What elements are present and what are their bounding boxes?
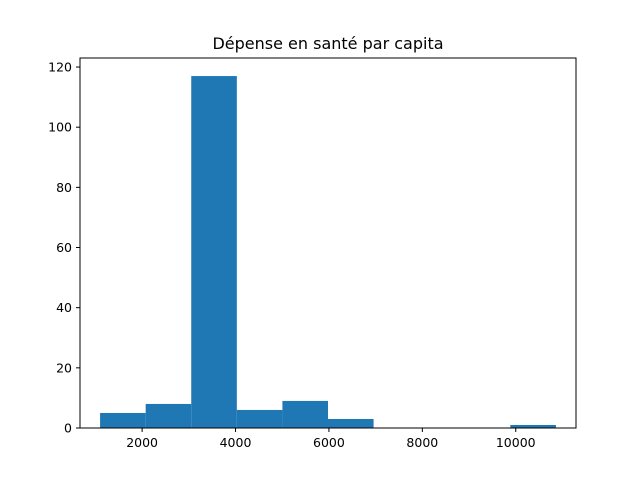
histogram-bar-3 [191,76,237,429]
y-tick-label: 0 [64,421,72,436]
y-axis: 0 20 40 60 80 100 120 [48,60,80,436]
histogram-bar-10 [510,424,556,428]
y-tick-label: 40 [56,300,72,315]
x-tick-label: 2000 [126,435,158,450]
y-tick-label: 120 [48,60,72,75]
histogram-bar-2 [145,403,192,428]
y-tick-label: 20 [56,360,72,375]
histogram-bar-5 [282,400,328,428]
x-axis: 2000 4000 6000 8000 10000 [126,428,536,450]
y-tick-label: 80 [56,180,72,195]
x-tick-label: 6000 [313,435,345,450]
histogram-bar-6 [328,418,374,428]
y-tick-label: 60 [56,240,72,255]
plot-frame [79,57,577,429]
y-tick-label: 100 [48,120,72,135]
chart-title: Dépense en santé par capita [212,34,443,53]
bars-group [100,76,556,429]
x-tick-label: 8000 [406,435,438,450]
x-tick-label: 4000 [220,435,252,450]
histogram-bar-4 [236,409,283,428]
x-tick-label: 10000 [496,435,536,450]
histogram-bar-1 [100,412,146,428]
